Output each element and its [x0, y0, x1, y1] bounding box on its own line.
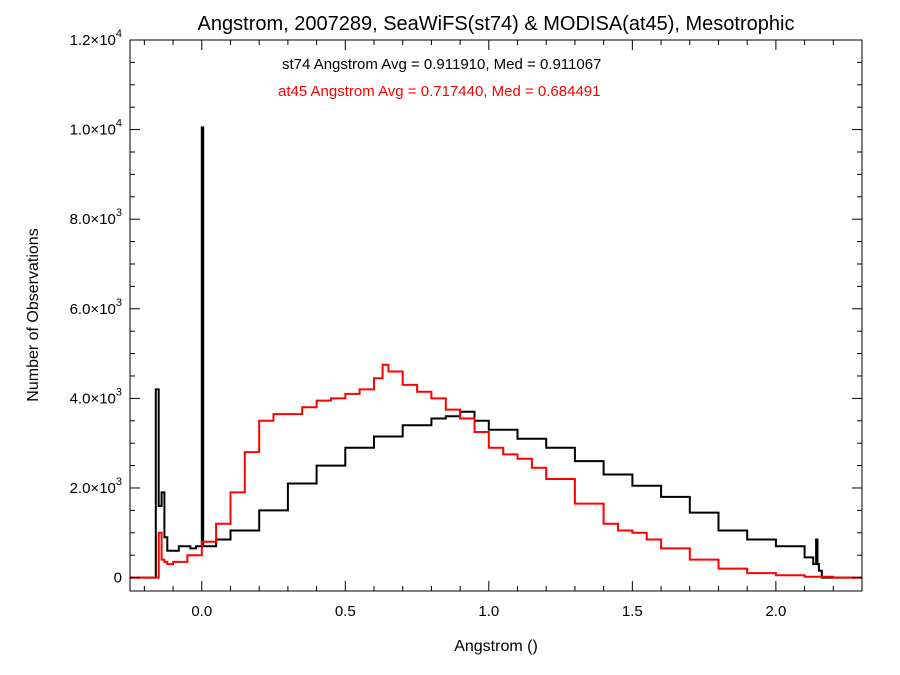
plot-frame: [129, 39, 863, 592]
annotation-at45: at45 Angstrom Avg = 0.717440, Med = 0.68…: [278, 83, 600, 100]
y-tick-label: 8.0×103: [70, 207, 122, 228]
y-axis-label: Number of Observations: [25, 228, 42, 401]
x-axis-label: Angstrom (): [454, 638, 538, 655]
x-tick-label: 0.5: [335, 603, 356, 620]
ticks-layer: 0.0 0.5 1.0 1.5 2.0 0 2.0×103 4.0×103 6.0×103 8.0…: [70, 28, 863, 620]
y-tick-label: 1.2×104: [70, 28, 122, 49]
y-tick-label: 6.0×103: [70, 297, 122, 318]
y-tick-label: 1.0×104: [70, 118, 122, 139]
annotation-st74: st74 Angstrom Avg = 0.911910, Med = 0.91…: [282, 56, 601, 73]
x-tick-label: 2.0: [765, 603, 786, 620]
x-tick-label: 1.5: [622, 603, 643, 620]
x-tick-label: 1.0: [478, 603, 499, 620]
y-tick-label: 0: [114, 570, 122, 587]
chart-title: Angstrom, 2007289, SeaWiFS(st74) & MODIS…: [198, 13, 795, 35]
x-tick-label: 0.0: [191, 603, 212, 620]
series-line-0: [130, 126, 862, 579]
y-tick-label: 4.0×103: [70, 386, 122, 407]
series-line-1: [130, 363, 862, 579]
series-layer: [130, 126, 862, 579]
y-tick-label: 2.0×103: [70, 476, 122, 497]
